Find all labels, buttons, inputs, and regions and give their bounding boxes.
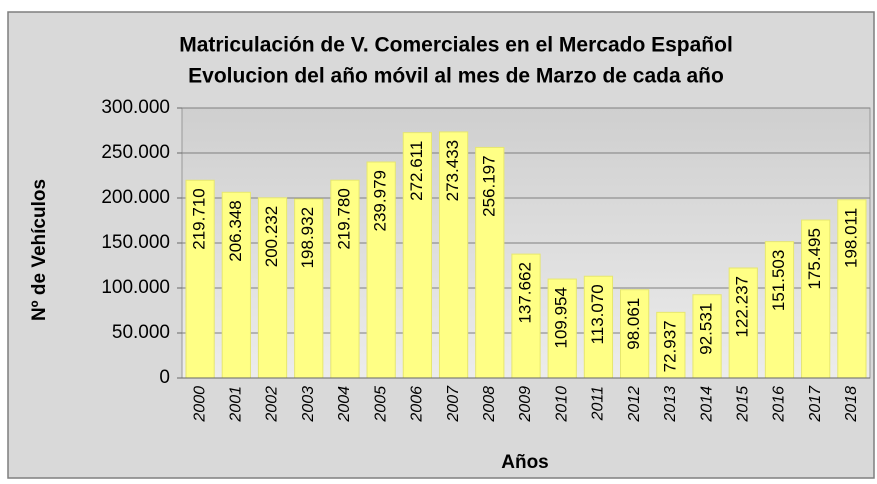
- value-label: 151.503: [769, 250, 788, 311]
- value-label: 113.070: [588, 284, 607, 344]
- x-tick-label: 2012: [626, 386, 643, 423]
- x-tick-label: 2006: [409, 386, 426, 423]
- value-label: 137.662: [515, 262, 534, 323]
- x-tick-label: 2016: [771, 386, 788, 423]
- bar: [837, 199, 867, 379]
- value-label: 219.780: [334, 188, 353, 249]
- x-tick-label: 2007: [445, 385, 462, 423]
- x-tick-label: 2002: [264, 386, 281, 423]
- value-label: 206.348: [226, 200, 245, 261]
- y-tick-label: 300.000: [101, 97, 170, 118]
- x-axis-label: Años: [501, 452, 549, 473]
- chart-subtitle: Evolucion del año móvil al mes de Marzo …: [188, 65, 724, 88]
- bar: [257, 197, 288, 379]
- x-tick-label: 2003: [300, 386, 317, 423]
- value-label: 109.954: [552, 287, 571, 348]
- bar: [764, 241, 795, 379]
- bar: [656, 311, 686, 379]
- x-tick-label: 2001: [228, 386, 245, 423]
- value-label: 198.011: [841, 208, 860, 268]
- y-tick-label: 200.000: [101, 187, 170, 208]
- bar: [330, 179, 360, 379]
- value-label: 239.979: [371, 170, 390, 231]
- y-tick-label: 50.000: [112, 322, 170, 343]
- bar: [547, 278, 577, 379]
- value-label: 200.232: [262, 206, 281, 267]
- bar: [511, 253, 541, 379]
- x-tick-label: 2010: [553, 386, 570, 423]
- value-label: 256.197: [479, 155, 498, 216]
- value-label: 272.611: [407, 141, 426, 201]
- bar: [583, 275, 614, 379]
- x-tick-label: 2017: [807, 385, 824, 423]
- value-label: 219.710: [190, 188, 209, 249]
- x-tick-label: 2018: [843, 386, 860, 423]
- x-tick-label: 2000: [191, 386, 208, 423]
- x-tick-label: 2008: [481, 386, 498, 423]
- y-axis-label: Nº de Vehículos: [29, 179, 50, 321]
- x-tick-label: 2005: [372, 386, 389, 423]
- y-tick-label: 100.000: [101, 277, 170, 298]
- y-tick-label: 250.000: [101, 142, 170, 163]
- value-label: 175.495: [805, 228, 824, 289]
- bar: [620, 289, 650, 379]
- x-tick-label: 2004: [336, 386, 353, 423]
- x-tick-label: 2014: [698, 386, 715, 423]
- bar: [366, 161, 396, 379]
- x-tick-label: 2011: [590, 386, 607, 421]
- bar: [294, 198, 324, 379]
- chart-title: Matriculación de V. Comerciales en el Me…: [179, 34, 733, 57]
- bar: [801, 219, 831, 379]
- value-label: 72.937: [660, 320, 679, 372]
- bar: [475, 146, 505, 379]
- bar: [185, 179, 215, 379]
- bar: [221, 191, 251, 379]
- x-tick-label: 2013: [662, 386, 679, 423]
- value-label: 122.237: [733, 276, 752, 337]
- x-tick-label: 2009: [517, 386, 534, 423]
- bar: [692, 294, 722, 379]
- value-label: 273.433: [443, 140, 462, 201]
- value-label: 198.932: [298, 207, 317, 268]
- y-tick-label: 150.000: [101, 232, 170, 253]
- bar: [402, 132, 432, 379]
- value-label: 92.531: [697, 303, 716, 355]
- value-label: 98.061: [624, 298, 643, 350]
- y-tick-label: 0: [159, 367, 170, 388]
- x-tick-label: 2015: [734, 386, 751, 423]
